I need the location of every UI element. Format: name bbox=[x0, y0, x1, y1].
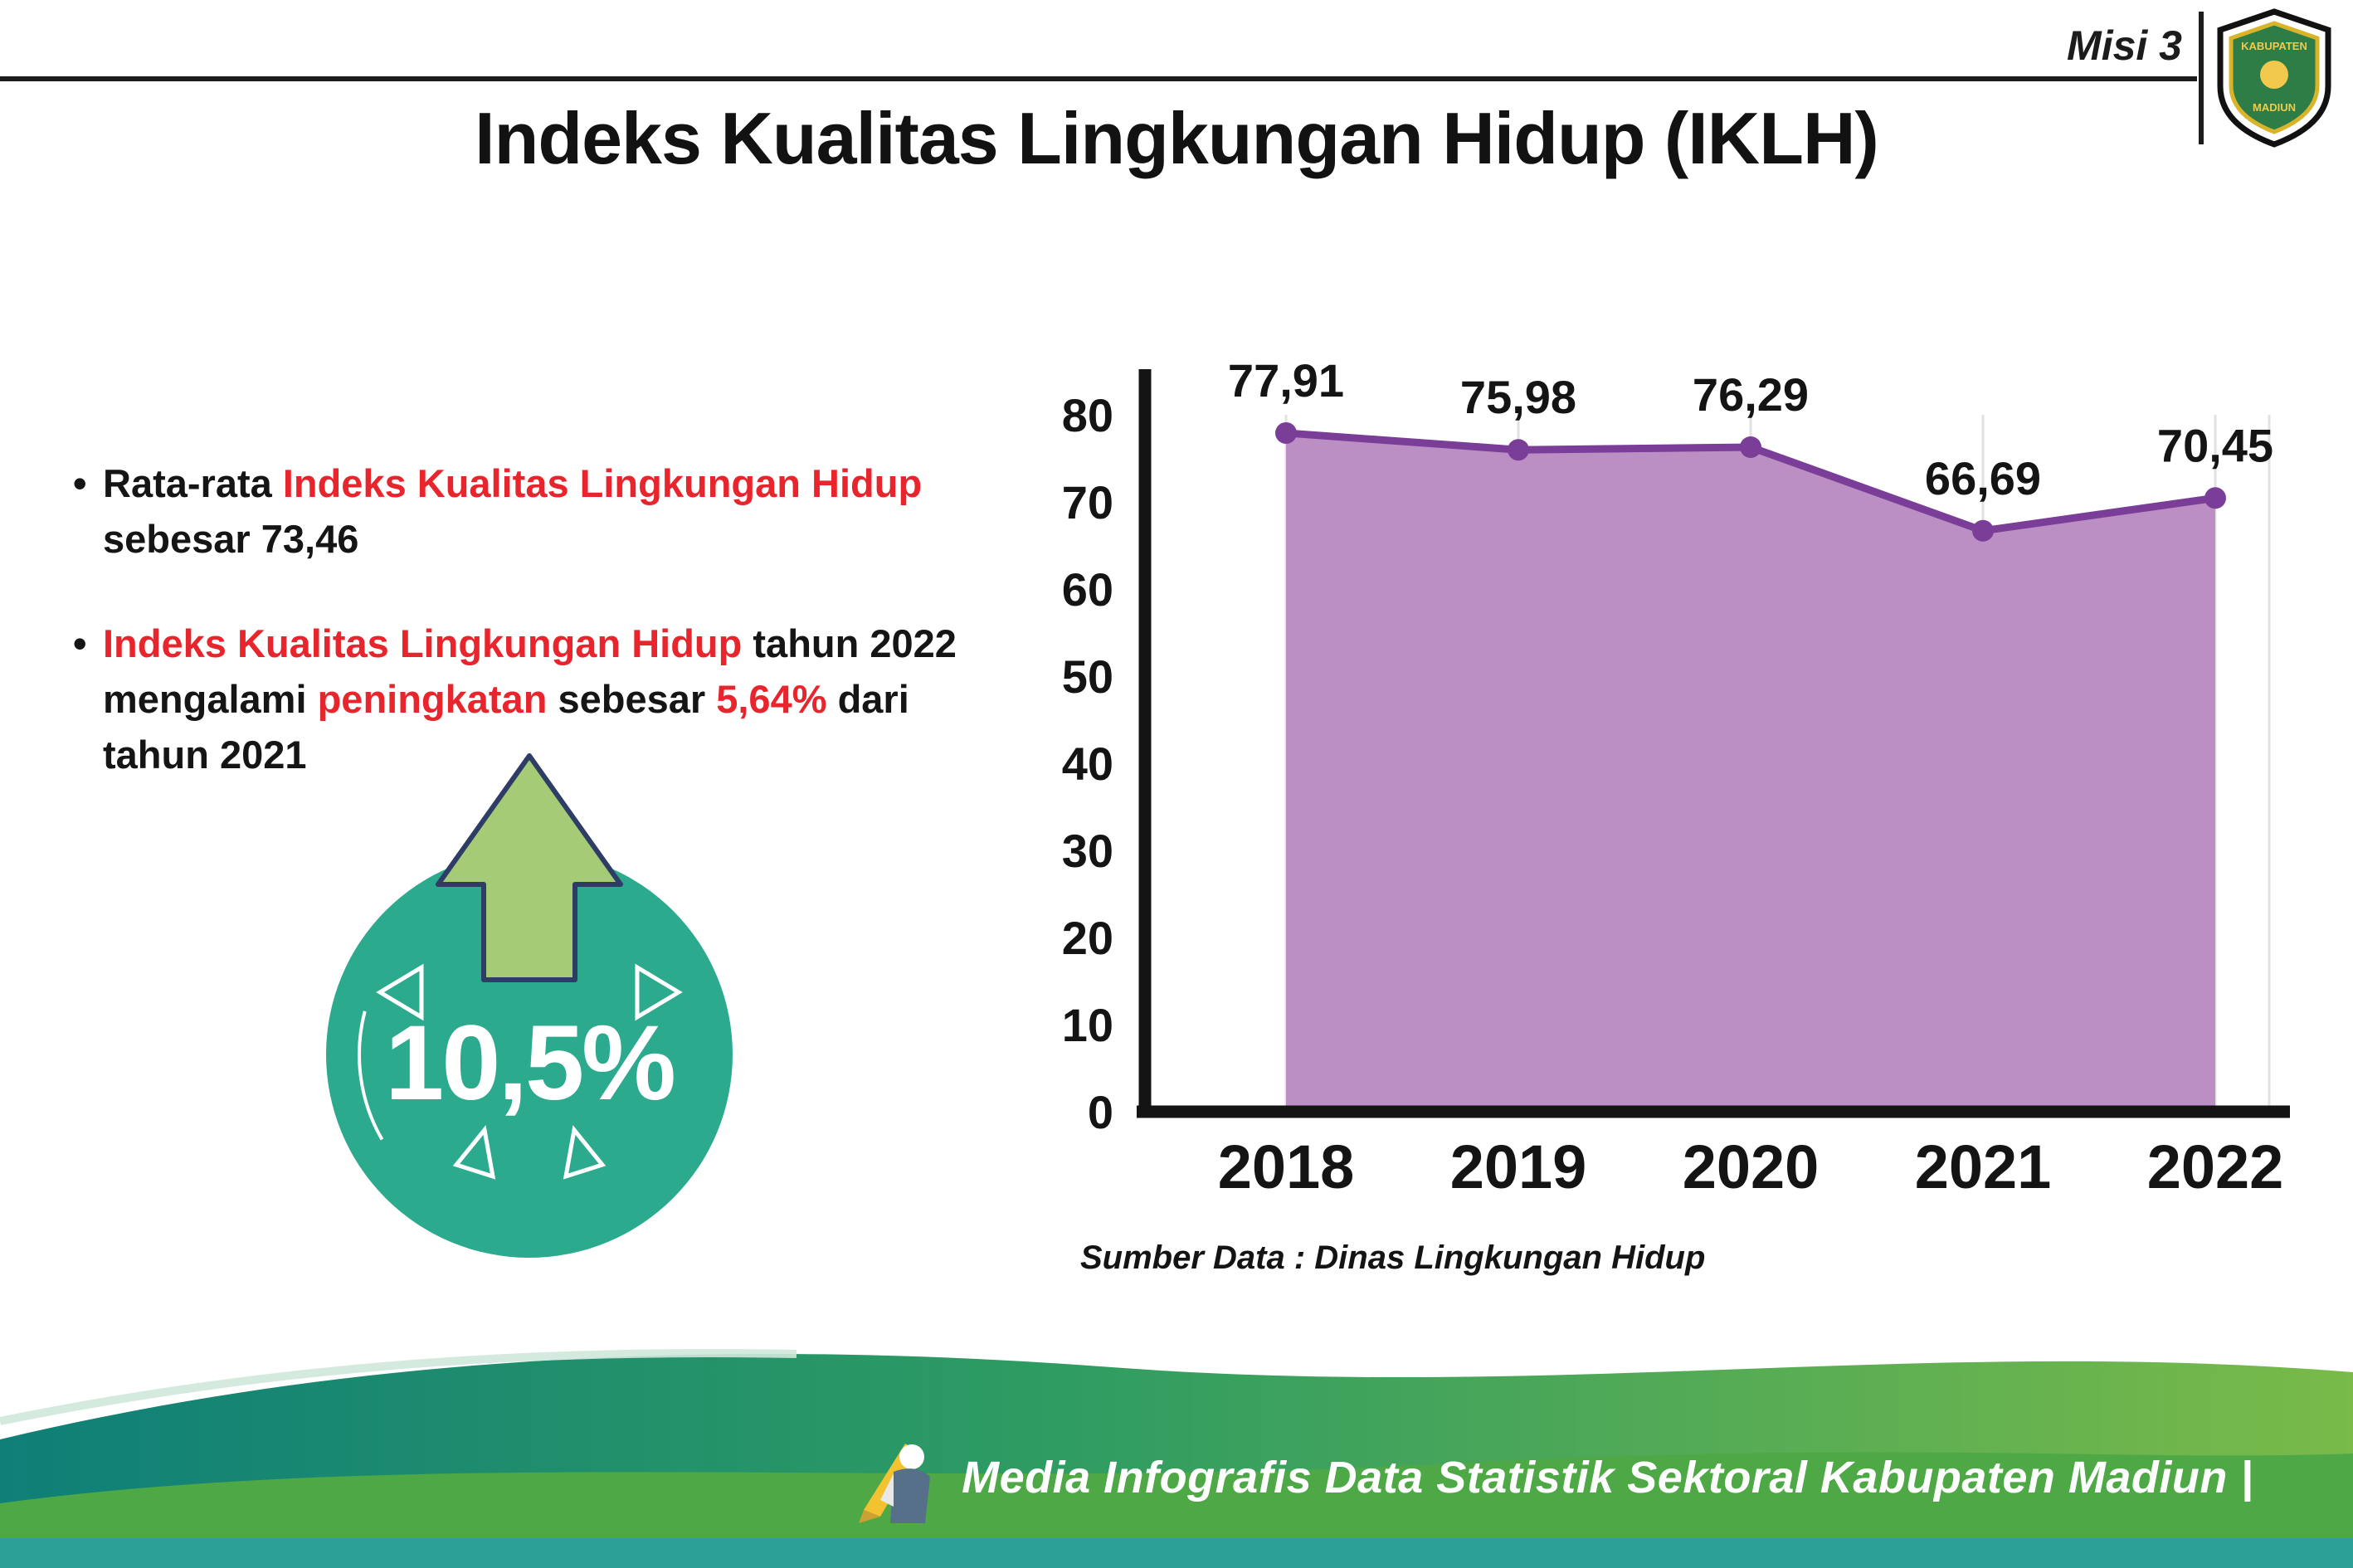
footer-wave-graphic bbox=[0, 1349, 2353, 1568]
increase-badge-graphic bbox=[326, 753, 733, 1258]
bullet-item: • Rata-rata Indeks Kualitas Lingkungan Hi… bbox=[73, 456, 986, 567]
footer-caption: Media Infografis Data Statistik Sektoral… bbox=[857, 1429, 2253, 1527]
x-tick-label: 2018 bbox=[1218, 1132, 1355, 1201]
logo-text-bottom: MADIUN bbox=[2253, 101, 2296, 114]
bullet-text-segment: Indeks Kualitas Lingkungan Hidup bbox=[282, 461, 923, 505]
data-label: 70,45 bbox=[2157, 419, 2273, 471]
logo-crest-icon: KABUPATEN MADIUN bbox=[2217, 8, 2331, 148]
y-tick-label: 0 bbox=[1088, 1086, 1113, 1138]
bullet-text-segment: dari tahun 2021 bbox=[103, 677, 909, 777]
bullet-text-segment: sebesar 73,46 bbox=[103, 516, 359, 561]
increase-badge: 10,5% bbox=[314, 710, 745, 1258]
y-tick-label: 80 bbox=[1062, 389, 1113, 441]
iklh-chart-svg: 77,91 75,98 76,29 66,69 70,45 0 10 20 30 40 50 60 70… bbox=[1062, 354, 2290, 1201]
footer-text: Media Infografis Data Statistik Sektoral… bbox=[962, 1453, 2253, 1502]
mascot-icon bbox=[859, 1444, 931, 1523]
source-note: Sumber Data : Dinas Lingkungan Hidup bbox=[1080, 1239, 1706, 1276]
data-point bbox=[1275, 421, 1297, 444]
bullet-dot: • bbox=[73, 461, 87, 505]
badge-triangle-bottom-left-icon bbox=[452, 1125, 496, 1180]
data-point bbox=[1972, 519, 1994, 542]
data-point bbox=[1740, 436, 1761, 458]
x-tick-label: 2019 bbox=[1450, 1132, 1587, 1201]
mascot-arm bbox=[880, 1473, 894, 1507]
bullet-text-segment: peningkatan bbox=[317, 677, 548, 722]
bullet-list: • Rata-rata Indeks Kualitas Lingkungan Hi… bbox=[73, 456, 986, 833]
y-tick-label: 30 bbox=[1062, 825, 1113, 877]
bullet-text-segment: 5,64% bbox=[716, 677, 827, 722]
mascot-head bbox=[899, 1444, 925, 1469]
badge-circle bbox=[326, 851, 733, 1258]
iklh-chart: 77,91 75,98 76,29 66,69 70,45 0 10 20 30 40 50 60 70… bbox=[1021, 290, 2315, 1224]
data-point bbox=[1508, 439, 1529, 461]
badge-triangle-bottom-right-icon bbox=[563, 1125, 607, 1180]
data-label: 75,98 bbox=[1460, 371, 1576, 423]
footer-wave-highlight bbox=[0, 1349, 797, 1425]
bullet-text-segment: tahun 2022 mengalami bbox=[103, 621, 957, 722]
logo-frame-line bbox=[2199, 12, 2204, 144]
bullet-text-segment: sebesar bbox=[547, 677, 717, 722]
x-tick-label: 2021 bbox=[1915, 1132, 2052, 1201]
footer-bottom-strip bbox=[0, 1538, 2353, 1568]
data-label: 77,91 bbox=[1228, 354, 1344, 407]
data-label: 66,69 bbox=[1925, 452, 2041, 504]
x-tick-label: 2020 bbox=[1683, 1132, 1820, 1201]
badge-dashed-arc bbox=[358, 883, 702, 1227]
data-label: 76,29 bbox=[1693, 368, 1809, 421]
logo-star-icon bbox=[2260, 61, 2288, 89]
y-tick-label: 60 bbox=[1062, 563, 1113, 616]
data-point bbox=[2204, 487, 2226, 509]
arrow-up-icon bbox=[436, 753, 623, 982]
mascot-body bbox=[890, 1468, 931, 1523]
area-series bbox=[1286, 432, 2215, 1112]
x-tick-label: 2022 bbox=[2147, 1132, 2284, 1201]
kabupaten-madiun-logo: KABUPATEN MADIUN bbox=[2212, 7, 2336, 153]
logo-text-top: KABUPATEN bbox=[2241, 40, 2307, 52]
y-tick-label: 70 bbox=[1062, 476, 1113, 528]
page-title: Indeks Kualitas Lingkungan Hidup (IKLH) bbox=[475, 97, 1879, 179]
bullet-text-segment: Indeks Kualitas Lingkungan Hidup bbox=[103, 621, 743, 666]
y-tick-label: 50 bbox=[1062, 650, 1113, 703]
badge-triangle-right-icon bbox=[635, 963, 683, 1021]
y-tick-label: 20 bbox=[1062, 912, 1113, 964]
y-tick-label: 40 bbox=[1062, 738, 1113, 790]
badge-triangle-left-icon bbox=[376, 963, 424, 1021]
bullet-text-segment: Rata-rata bbox=[103, 461, 283, 505]
misi-label: Misi 3 bbox=[2067, 22, 2182, 69]
increase-percent-value: 10,5% bbox=[385, 1004, 676, 1122]
header-rule bbox=[0, 76, 2197, 81]
mascot-pencil-tip bbox=[859, 1510, 881, 1523]
y-tick-label: 10 bbox=[1062, 999, 1113, 1051]
bullet-item: • Indeks Kualitas Lingkungan Hidup tahun … bbox=[73, 616, 986, 782]
bullet-dot: • bbox=[73, 621, 87, 666]
